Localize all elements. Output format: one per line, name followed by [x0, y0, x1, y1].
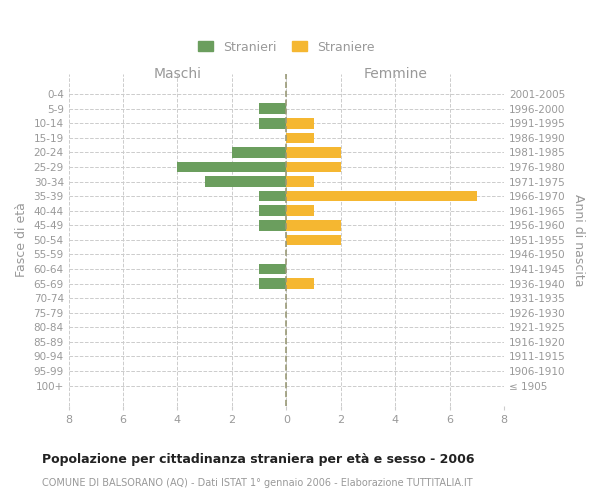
Text: Femmine: Femmine — [363, 67, 427, 81]
Legend: Stranieri, Straniere: Stranieri, Straniere — [194, 37, 378, 58]
Bar — [259, 206, 286, 216]
Bar — [286, 220, 341, 230]
Y-axis label: Fasce di età: Fasce di età — [15, 202, 28, 278]
Text: COMUNE DI BALSORANO (AQ) - Dati ISTAT 1° gennaio 2006 - Elaborazione TUTTITALIA.: COMUNE DI BALSORANO (AQ) - Dati ISTAT 1°… — [42, 478, 473, 488]
Bar — [259, 104, 286, 114]
Bar — [205, 176, 286, 187]
Bar — [286, 132, 314, 143]
Bar — [178, 162, 286, 172]
Bar — [286, 278, 314, 289]
Bar — [259, 191, 286, 202]
Bar — [286, 118, 314, 128]
Bar — [286, 191, 477, 202]
Bar — [259, 220, 286, 230]
Bar — [259, 118, 286, 128]
Bar — [286, 162, 341, 172]
Bar — [259, 278, 286, 289]
Bar — [286, 234, 341, 245]
Bar — [286, 147, 341, 158]
Bar — [286, 206, 314, 216]
Y-axis label: Anni di nascita: Anni di nascita — [572, 194, 585, 286]
Bar — [286, 176, 314, 187]
Text: Popolazione per cittadinanza straniera per età e sesso - 2006: Popolazione per cittadinanza straniera p… — [42, 452, 475, 466]
Bar — [232, 147, 286, 158]
Bar — [259, 264, 286, 274]
Text: Maschi: Maschi — [154, 67, 202, 81]
